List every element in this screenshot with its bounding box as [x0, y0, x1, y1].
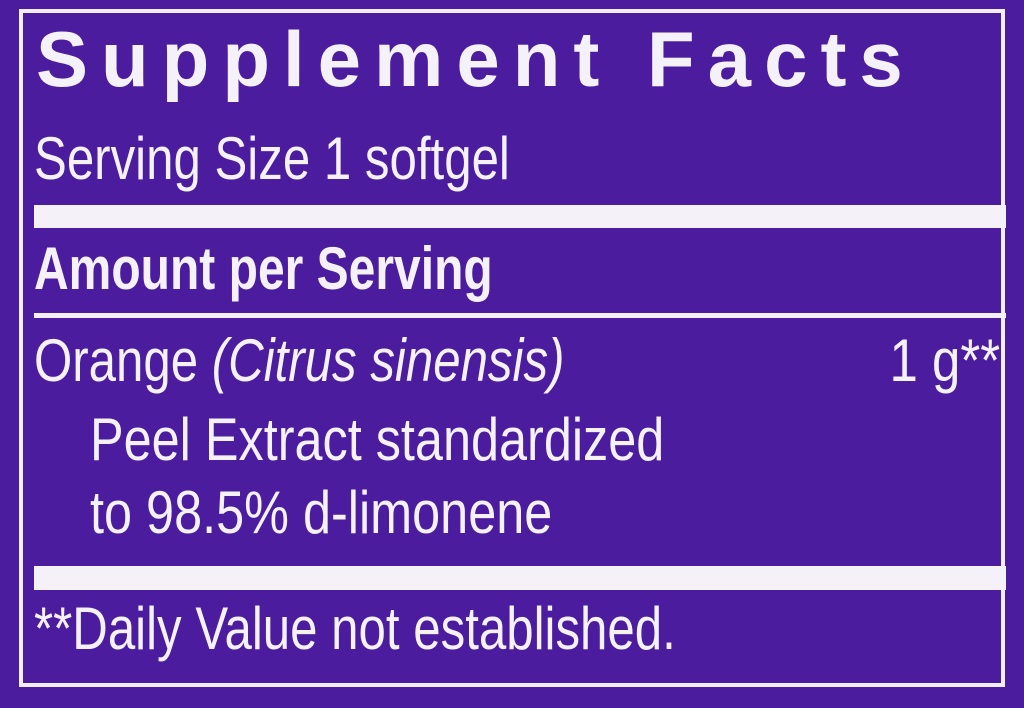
footnote: **Daily Value not established. — [34, 595, 676, 662]
ingredient-common-name: Orange — [34, 327, 199, 394]
ingredient-name: Orange (Citrus sinensis) — [34, 326, 564, 395]
divider-thick-bottom — [34, 566, 1006, 590]
amount-per-serving-header: Amount per Serving — [34, 235, 493, 302]
supplement-facts-panel — [19, 9, 1005, 687]
ingredient-amount: 1 g** — [889, 327, 1000, 394]
panel-title: Supplement Facts — [36, 15, 916, 103]
ingredient-description-line-2: to 98.5% d-limonene — [90, 479, 553, 546]
serving-size: Serving Size 1 softgel — [34, 125, 510, 192]
divider-thin — [34, 313, 1006, 318]
divider-thick — [34, 205, 1006, 228]
ingredient-latin-name: (Citrus sinensis) — [211, 327, 565, 394]
ingredient-description-line-1: Peel Extract standardized — [90, 406, 665, 473]
